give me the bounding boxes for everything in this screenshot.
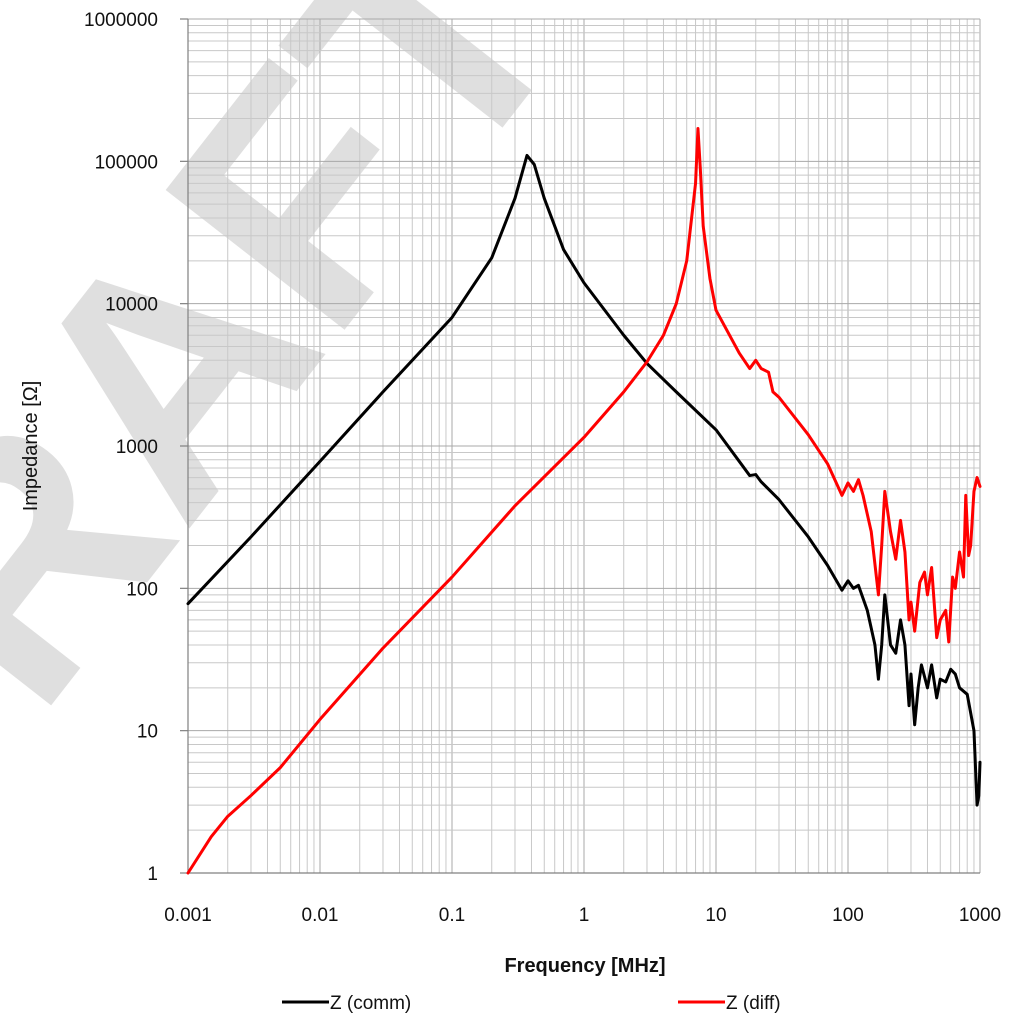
draft-watermark: DRAFT: [0, 0, 634, 954]
tick-labels: 0.001 0.01 0.1 1 10 100 1000 1 10 100 1000 10000 100…: [84, 10, 1001, 926]
y-axis-title: Impedance [Ω]: [20, 381, 42, 512]
grid: [187, 18, 981, 874]
series-line-z-comm: [186, 153, 982, 807]
draft-watermark-text: DRAFT: [0, 0, 634, 954]
y-tick-label: 10000: [105, 295, 158, 316]
x-tick-label: 0.001: [164, 905, 212, 926]
y-tick-label: 1000000: [84, 10, 158, 31]
x-axis-title: Frequency [MHz]: [504, 955, 665, 977]
axes: [180, 18, 980, 874]
x-tick-label: 0.01: [302, 905, 339, 926]
x-tick-label: 1000: [959, 905, 1001, 926]
y-tick-label: 100: [126, 579, 158, 600]
x-tick-label: 100: [832, 905, 864, 926]
x-tick-label: 1: [579, 905, 590, 926]
x-tick-label: 10: [705, 905, 726, 926]
legend-label: Z (diff): [726, 993, 781, 1014]
y-tick-label: 100000: [95, 152, 158, 173]
x-tick-label: 0.1: [439, 905, 465, 926]
y-tick-label: 1: [147, 864, 158, 885]
y-tick-label: 1000: [116, 437, 158, 458]
legend-label: Z (comm): [330, 993, 411, 1014]
series: [186, 127, 982, 875]
legend: Z (comm) Z (diff): [282, 993, 781, 1014]
series-line-z-diff: [186, 127, 982, 875]
y-tick-label: 10: [137, 722, 158, 743]
